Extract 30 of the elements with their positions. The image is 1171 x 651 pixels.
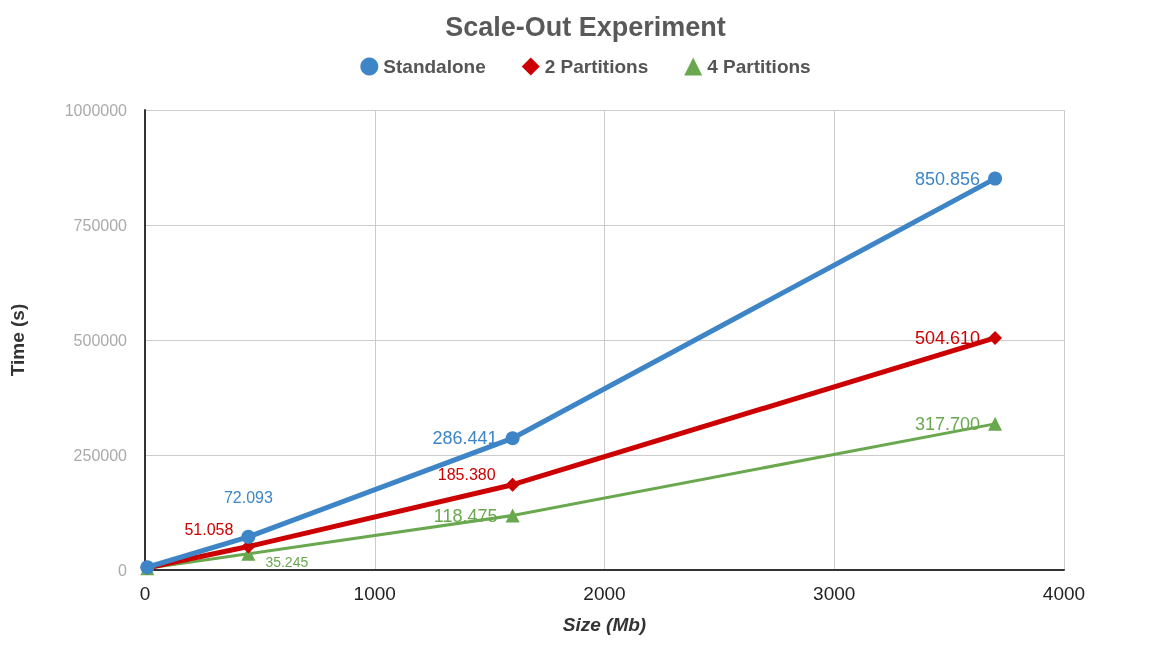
point bbox=[988, 416, 1003, 431]
x-tick-label: 2000 bbox=[583, 583, 626, 604]
y-tick-label: 250000 bbox=[73, 446, 128, 464]
chart-title: Scale-Out Experiment bbox=[445, 11, 726, 42]
y-axis-title: Time (s) bbox=[7, 303, 28, 377]
x-tick-label: 1000 bbox=[353, 583, 396, 604]
point bbox=[505, 508, 520, 523]
data-label: 35.245 bbox=[265, 553, 309, 570]
data-label: 185.380 bbox=[437, 466, 496, 484]
point bbox=[241, 529, 256, 544]
y-tick-label: 1000000 bbox=[64, 101, 128, 119]
legend-label: 4 Partitions bbox=[707, 56, 811, 77]
data-label: 286.441 bbox=[432, 428, 498, 449]
data-label: 504.610 bbox=[915, 327, 981, 348]
y-tick-label: 750000 bbox=[73, 216, 128, 234]
legend-label: 2 Partitions bbox=[544, 56, 649, 77]
legend-label: Standalone bbox=[383, 56, 486, 77]
y-tick-label: 500000 bbox=[73, 331, 128, 349]
x-tick-label: 4000 bbox=[1042, 583, 1086, 604]
data-label: 72.093 bbox=[223, 489, 273, 507]
x-tick-label: 0 bbox=[139, 583, 151, 604]
point bbox=[988, 171, 1003, 186]
point bbox=[988, 330, 1003, 345]
x-tick-label: 3000 bbox=[813, 583, 856, 604]
data-label: 850.856 bbox=[915, 168, 981, 189]
point bbox=[505, 431, 520, 446]
y-tick-label: 0 bbox=[118, 561, 128, 579]
data-label: 51.058 bbox=[184, 521, 234, 539]
x-axis-title: Size (Mb) bbox=[562, 614, 647, 635]
point bbox=[505, 477, 520, 492]
